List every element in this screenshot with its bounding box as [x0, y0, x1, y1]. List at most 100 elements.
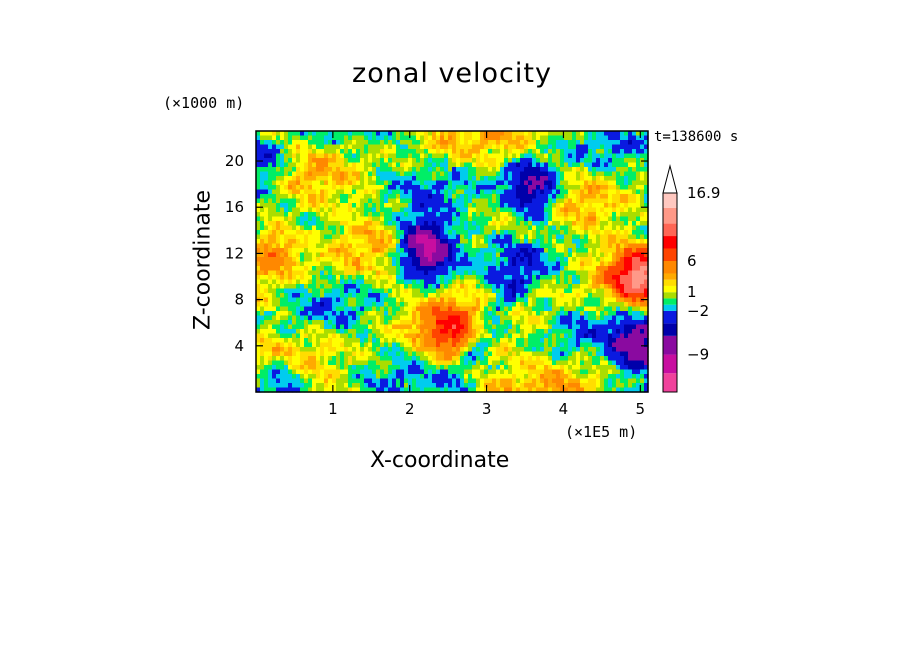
field-cell — [408, 167, 413, 173]
field-cell — [308, 158, 313, 164]
field-cell — [460, 198, 465, 204]
field-cell — [276, 180, 281, 186]
field-cell — [480, 248, 485, 254]
field-cell — [404, 225, 409, 231]
field-cell — [564, 252, 569, 258]
field-cell — [308, 311, 313, 317]
field-cell — [488, 320, 493, 326]
field-cell — [516, 144, 521, 150]
field-cell — [560, 275, 565, 281]
field-cell — [516, 239, 521, 245]
field-cell — [372, 153, 377, 159]
field-cell — [576, 297, 581, 303]
field-cell — [440, 203, 445, 209]
field-cell — [588, 248, 593, 254]
field-cell — [368, 284, 373, 290]
field-cell — [628, 189, 633, 195]
field-cell — [516, 356, 521, 362]
field-cell — [280, 131, 285, 137]
field-cell — [280, 293, 285, 299]
field-cell — [624, 185, 629, 191]
field-cell — [568, 212, 573, 218]
field-cell — [536, 207, 541, 213]
field-cell — [368, 207, 373, 213]
field-cell — [300, 351, 305, 357]
field-cell — [416, 351, 421, 357]
field-cell — [456, 162, 461, 168]
field-cell — [364, 252, 369, 258]
field-cell — [436, 176, 441, 182]
field-cell — [644, 194, 649, 200]
field-cell — [356, 239, 361, 245]
field-cell — [564, 140, 569, 146]
field-cell — [636, 153, 641, 159]
field-cell — [576, 356, 581, 362]
field-cell — [588, 275, 593, 281]
field-cell — [584, 279, 589, 285]
field-cell — [612, 225, 617, 231]
field-cell — [336, 284, 341, 290]
field-cell — [480, 162, 485, 168]
field-cell — [376, 266, 381, 272]
field-cell — [344, 252, 349, 258]
field-cell — [524, 239, 529, 245]
field-cell — [588, 131, 593, 137]
field-cell — [604, 176, 609, 182]
field-cell — [496, 324, 501, 330]
field-cell — [272, 279, 277, 285]
field-cell — [444, 135, 449, 141]
field-cell — [508, 234, 513, 240]
field-cell — [640, 203, 645, 209]
field-cell — [520, 194, 525, 200]
field-cell — [544, 185, 549, 191]
field-cell — [580, 225, 585, 231]
field-cell — [508, 135, 513, 141]
field-cell — [352, 252, 357, 258]
field-cell — [480, 252, 485, 258]
field-cell — [516, 153, 521, 159]
field-cell — [340, 329, 345, 335]
field-cell — [380, 189, 385, 195]
field-cell — [328, 135, 333, 141]
field-cell — [548, 333, 553, 339]
field-cell — [536, 275, 541, 281]
field-cell — [400, 189, 405, 195]
field-cell — [360, 320, 365, 326]
field-cell — [468, 356, 473, 362]
field-cell — [316, 252, 321, 258]
field-cell — [624, 212, 629, 218]
field-cell — [544, 144, 549, 150]
field-cell — [288, 279, 293, 285]
field-cell — [464, 203, 469, 209]
field-cell — [516, 158, 521, 164]
field-cell — [604, 342, 609, 348]
field-cell — [276, 185, 281, 191]
field-cell — [388, 302, 393, 308]
field-cell — [504, 180, 509, 186]
field-cell — [348, 185, 353, 191]
field-cell — [368, 302, 373, 308]
field-cell — [464, 351, 469, 357]
field-cell — [276, 140, 281, 146]
field-cell — [380, 207, 385, 213]
field-cell — [540, 171, 545, 177]
field-cell — [588, 284, 593, 290]
field-cell — [280, 333, 285, 339]
field-cell — [412, 342, 417, 348]
field-cell — [632, 207, 637, 213]
field-cell — [308, 261, 313, 267]
field-cell — [592, 275, 597, 281]
field-cell — [620, 270, 625, 276]
field-cell — [460, 230, 465, 236]
field-cell — [640, 329, 645, 335]
field-cell — [336, 347, 341, 353]
field-cell — [276, 207, 281, 213]
field-cell — [300, 180, 305, 186]
field-cell — [532, 167, 537, 173]
field-cell — [276, 275, 281, 281]
field-cell — [336, 171, 341, 177]
field-cell — [344, 207, 349, 213]
field-cell — [396, 176, 401, 182]
field-cell — [316, 311, 321, 317]
field-cell — [536, 297, 541, 303]
